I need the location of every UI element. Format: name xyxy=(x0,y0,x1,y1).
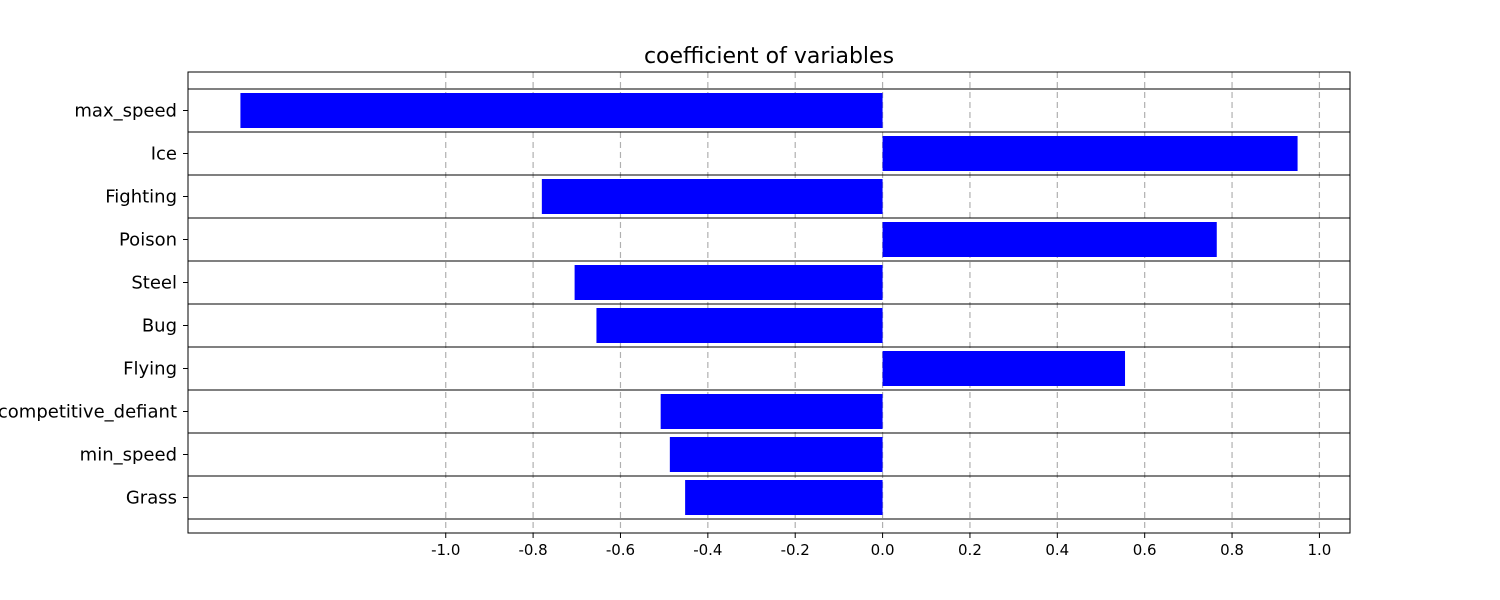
x-tick-label: -0.6 xyxy=(606,541,635,559)
category-label: Poison xyxy=(119,230,177,251)
x-tick-label: 0.4 xyxy=(1045,541,1069,559)
category-label: Grass xyxy=(126,488,177,509)
x-tick-label: 0.0 xyxy=(871,541,895,559)
category-label: Steel xyxy=(131,273,177,294)
category-labels: max_speed Ice Fighting Poison Steel Bug Flying… xyxy=(0,101,188,509)
row-frames xyxy=(188,88,1350,520)
x-tick-label: 1.0 xyxy=(1307,541,1331,559)
plot-frame xyxy=(187,71,1351,534)
x-tick-label: -0.4 xyxy=(693,541,722,559)
category-label: Fighting xyxy=(105,187,177,208)
x-tick-label: 0.6 xyxy=(1133,541,1157,559)
bar xyxy=(660,394,883,429)
bar xyxy=(882,351,1126,386)
x-tick-label: 0.8 xyxy=(1220,541,1244,559)
x-tick-label: -0.2 xyxy=(781,541,810,559)
category-label: max_speed xyxy=(74,101,177,122)
category-label: competitive_defiant xyxy=(0,402,177,423)
bar xyxy=(574,265,883,300)
bar xyxy=(882,222,1217,257)
x-axis-ticks: -1.0 -0.8 -0.6 -0.4 -0.2 0.0 0.2 0.4 0.6 0.8 1.0 xyxy=(431,533,1331,559)
category-label: Flying xyxy=(123,359,177,380)
x-tick-label: 0.2 xyxy=(958,541,982,559)
bar xyxy=(669,437,883,472)
category-label: Ice xyxy=(151,144,177,165)
bar xyxy=(240,93,883,128)
category-label: Bug xyxy=(142,316,177,337)
category-label: min_speed xyxy=(80,445,177,466)
bar xyxy=(596,308,883,343)
bar xyxy=(541,179,883,214)
chart-title: coefficient of variables xyxy=(644,44,894,69)
bars xyxy=(240,93,1298,515)
bar xyxy=(685,480,883,515)
x-tick-label: -1.0 xyxy=(431,541,460,559)
x-tick-label: -0.8 xyxy=(518,541,547,559)
bar xyxy=(882,136,1298,171)
